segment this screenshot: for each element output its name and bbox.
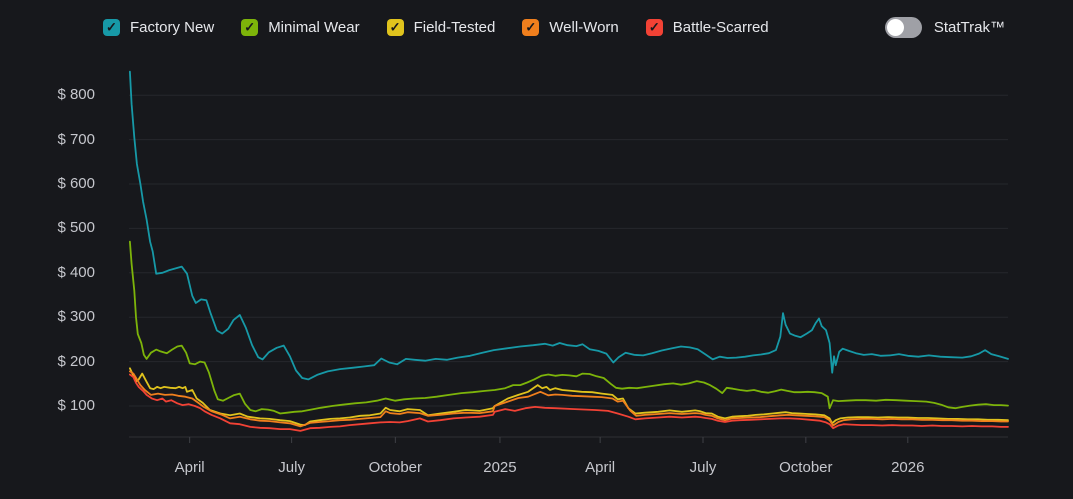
toggle-knob-icon [886,19,904,36]
series-line-minimal-wear [128,240,1009,415]
x-tick-label: 2025 [483,459,517,476]
series-line-factory-new [128,70,1009,381]
x-tick-label: October [368,459,422,476]
check-icon: ✓ [389,19,401,35]
legend-items: ✓ Factory New ✓ Minimal Wear ✓ Field-Tested ✓ W… [103,19,796,36]
legend-label: Field-Tested [413,19,496,36]
legend-item-factory-new[interactable]: ✓ Factory New [103,19,214,36]
x-tick-label: April [585,459,616,476]
y-tick-label: $ 300 [57,308,95,326]
legend-label: Well-Worn [549,19,619,36]
stattrak-toggle[interactable] [884,17,922,38]
series-line-well-worn [128,370,1009,428]
y-tick-label: $ 400 [57,263,95,281]
x-tick-label: April [174,459,205,476]
chart-legend: ✓ Factory New ✓ Minimal Wear ✓ Field-Tested ✓ W… [103,17,1005,38]
x-tick-label: July [278,459,305,476]
y-tick-label: $ 100 [57,397,95,414]
legend-item-battle-scarred[interactable]: ✓ Battle-Scarred [645,19,769,36]
check-icon: ✓ [106,19,117,35]
y-tick-label: $ 700 [57,130,95,148]
y-tick-label: $ 500 [57,219,95,237]
checkbox-battle-scarred-icon[interactable]: ✓ [645,19,663,36]
x-tick-label: July [689,459,717,476]
checkbox-minimal-wear-icon[interactable]: ✓ [241,19,259,36]
checkbox-well-worn-icon[interactable]: ✓ [522,19,540,36]
legend-label: Minimal Wear [268,19,360,36]
legend-label: Battle-Scarred [672,19,769,36]
check-icon: ✓ [244,19,256,35]
check-icon: ✓ [648,19,660,35]
series-line-battle-scarred [128,373,1009,432]
legend-item-field-tested[interactable]: ✓ Field-Tested [386,19,496,36]
x-tick-label: 2026 [891,459,925,476]
series-line-field-tested [128,367,1009,427]
x-tick-label: October [779,459,833,476]
y-tick-label: $ 600 [57,175,95,192]
y-tick-label: $ 200 [57,352,95,370]
y-tick-label: $ 800 [57,86,95,104]
checkbox-factory-new-icon[interactable]: ✓ [103,19,120,36]
legend-label: Factory New [130,19,215,36]
checkbox-field-tested-icon[interactable]: ✓ [386,19,404,36]
legend-item-minimal-wear[interactable]: ✓ Minimal Wear [241,19,360,36]
check-icon: ✓ [525,19,537,35]
stattrak-control[interactable]: StatTrak™ [884,17,1005,38]
legend-item-well-worn[interactable]: ✓ Well-Worn [522,19,619,36]
stattrak-label: StatTrak™ [933,19,1005,36]
